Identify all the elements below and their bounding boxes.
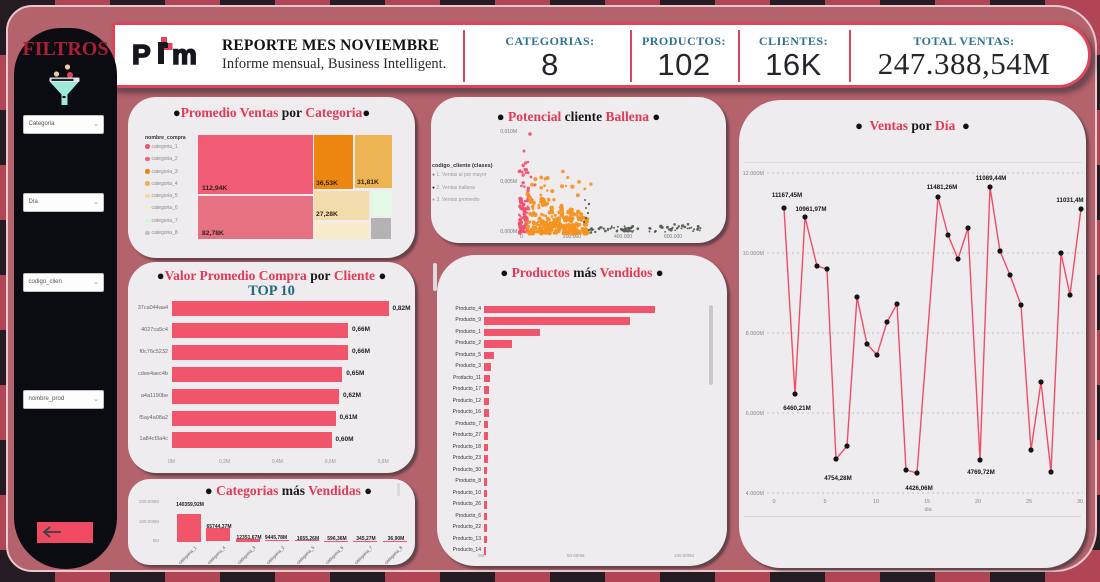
svg-text:4.000M: 4.000M [746, 491, 765, 497]
svg-text:20: 20 [975, 499, 981, 505]
svg-text:11167,45M: 11167,45M [772, 192, 802, 199]
svg-text:10.000M: 10.000M [743, 251, 765, 257]
svg-text:dia: dia [924, 507, 932, 513]
svg-text:11481,26M: 11481,26M [927, 184, 958, 191]
svg-text:30: 30 [1077, 499, 1083, 505]
svg-text:0: 0 [772, 499, 775, 505]
svg-text:10: 10 [873, 499, 879, 505]
svg-text:11089,44M: 11089,44M [976, 175, 1007, 182]
svg-text:10961,97M: 10961,97M [796, 206, 827, 213]
svg-text:8.000M: 8.000M [746, 331, 765, 337]
svg-text:m: m [172, 39, 197, 69]
svg-text:11031,4M: 11031,4M [1056, 197, 1083, 204]
svg-text:25: 25 [1026, 499, 1032, 505]
svg-text:6460,21M: 6460,21M [783, 405, 811, 412]
svg-text:6.000M: 6.000M [746, 411, 765, 417]
svg-text:4426,06M: 4426,06M [905, 485, 933, 492]
svg-text:4769,72M: 4769,72M [967, 469, 995, 476]
svg-text:12.000M: 12.000M [743, 171, 765, 177]
svg-text:4754,28M: 4754,28M [824, 475, 852, 482]
svg-text:5: 5 [823, 499, 826, 505]
svg-text:P: P [132, 39, 151, 69]
svg-text:15: 15 [924, 499, 930, 505]
